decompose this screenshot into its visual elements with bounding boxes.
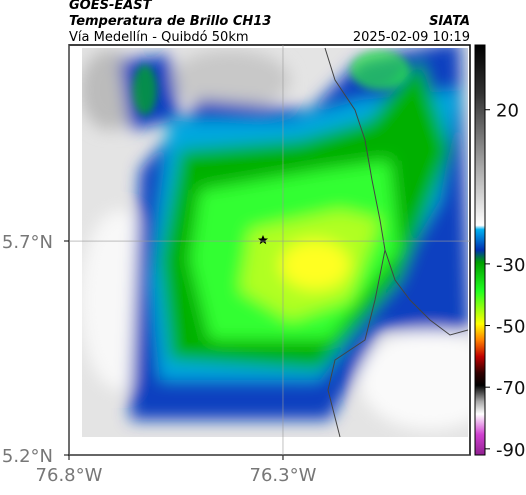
- colorbar-tick-label: -90: [496, 440, 525, 461]
- source: SIATA: [429, 14, 470, 29]
- datetime: 2025-02-09 10:19: [353, 30, 470, 45]
- satellite-image: [82, 48, 468, 437]
- y-tick-label: 5.7°N: [2, 232, 53, 253]
- subtitle: Vía Medellín - Quibdó 50km: [69, 30, 249, 45]
- colorbar-tick-label: -50: [496, 317, 525, 338]
- satellite-name: GOES-EAST: [69, 0, 153, 13]
- colorbar-tick-label: -30: [496, 255, 525, 276]
- colorbar-tick-label: 20: [496, 101, 519, 122]
- title: Temperatura de Brillo CH13: [69, 14, 271, 29]
- location-marker: [258, 235, 268, 245]
- colorbar: [474, 44, 486, 456]
- borders: [324, 47, 469, 438]
- x-tick-label: 76.3°W: [250, 465, 317, 486]
- x-tick-label: 76.8°W: [36, 465, 103, 486]
- colorbar-tick-label: -70: [496, 378, 525, 399]
- y-tick-label: 5.2°N: [2, 446, 53, 467]
